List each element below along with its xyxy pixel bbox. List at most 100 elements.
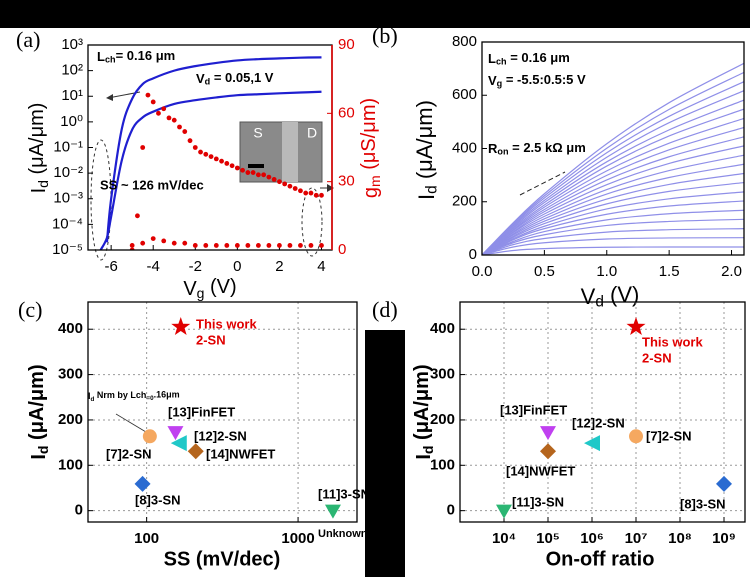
curve bbox=[482, 136, 744, 255]
marker bbox=[134, 475, 151, 492]
inset-label: D bbox=[307, 125, 317, 141]
gm-point bbox=[219, 158, 224, 164]
inset-label: G bbox=[286, 106, 297, 122]
marker bbox=[629, 429, 644, 444]
point-label: [14]NWFET bbox=[506, 463, 575, 478]
plot-area bbox=[482, 62, 744, 255]
y-tick-label: 400 bbox=[58, 320, 83, 337]
gm-point bbox=[192, 145, 198, 150]
panel-label: (a) bbox=[16, 27, 40, 52]
gm-point bbox=[234, 165, 240, 171]
gm-point bbox=[319, 243, 324, 248]
x-tick-label: 1000 bbox=[281, 530, 314, 547]
y-tick-label: 200 bbox=[430, 411, 455, 428]
curve bbox=[482, 71, 744, 255]
y-tick-label: 10⁻⁵ bbox=[52, 241, 83, 258]
y-tick-label: 0 bbox=[447, 502, 455, 519]
curve bbox=[99, 90, 322, 250]
x-tick-label: 1.0 bbox=[596, 263, 617, 280]
y-tick-label: 10³ bbox=[61, 36, 83, 53]
x-tick-label: 10⁵ bbox=[536, 530, 560, 547]
y-tick-label: 10⁻¹ bbox=[53, 138, 83, 155]
gm-point bbox=[245, 243, 251, 248]
annotation: Lch​ = 0.16 μm bbox=[488, 50, 570, 67]
curve bbox=[482, 237, 744, 255]
curve bbox=[482, 163, 744, 255]
gm-point bbox=[261, 172, 267, 178]
curve bbox=[482, 154, 744, 255]
point-label: [7]2-SN bbox=[646, 428, 692, 443]
gm-point bbox=[266, 243, 272, 248]
gm-point bbox=[208, 154, 214, 160]
y-tick-label: 10⁻³ bbox=[53, 190, 83, 207]
marker bbox=[540, 443, 557, 460]
gm-point bbox=[308, 190, 314, 196]
curve bbox=[482, 181, 744, 255]
marker bbox=[716, 475, 733, 492]
marker bbox=[171, 316, 191, 336]
curve bbox=[482, 209, 744, 255]
marker bbox=[170, 435, 187, 452]
point-label: [8]3-SN bbox=[680, 496, 726, 511]
pointer-line bbox=[115, 413, 147, 433]
gm-point bbox=[266, 174, 272, 180]
gm-point bbox=[277, 243, 282, 248]
x-axis-title: SS (mV/dec) bbox=[164, 548, 281, 570]
y-tick-label: 10⁻⁴ bbox=[52, 215, 83, 232]
point-label: [13]FinFET bbox=[168, 404, 235, 419]
point-label: This work bbox=[642, 334, 703, 349]
gm-point bbox=[319, 192, 324, 198]
gm-point bbox=[298, 188, 303, 194]
marker bbox=[626, 316, 646, 336]
x-tick-label: -4 bbox=[147, 258, 160, 275]
scale-bar bbox=[248, 164, 264, 168]
gm-point bbox=[229, 163, 235, 169]
x-tick-label: -6 bbox=[104, 258, 117, 275]
curve bbox=[482, 126, 744, 255]
y-axis-title: Id​ (μA/μm) bbox=[26, 103, 50, 194]
y2-tick-label: 90 bbox=[338, 36, 355, 53]
y-tick-label: 600 bbox=[452, 86, 477, 103]
gm-point bbox=[150, 236, 156, 242]
x-tick-label: 10⁹ bbox=[712, 530, 736, 547]
y-tick-label: 0 bbox=[469, 246, 477, 263]
axes-frame bbox=[481, 41, 745, 256]
x-tick-label: 10⁴ bbox=[492, 530, 516, 547]
gm-point bbox=[250, 170, 256, 175]
x-axis-title: Vd​ (V) bbox=[581, 282, 640, 311]
gm-point bbox=[277, 179, 282, 185]
point-label: [11]3-SN bbox=[512, 494, 564, 509]
gm-point bbox=[156, 110, 161, 116]
y-tick-label: 10¹ bbox=[61, 87, 83, 104]
y-axis-title: Id​ (μA/μm) bbox=[412, 100, 441, 200]
gm-point bbox=[287, 183, 293, 189]
gm-point bbox=[177, 124, 182, 130]
gm-point bbox=[271, 176, 277, 182]
gm-point bbox=[135, 213, 140, 219]
gm-point bbox=[203, 151, 209, 157]
x-tick-label: 0.5 bbox=[534, 263, 555, 280]
y-tick-label: 400 bbox=[430, 320, 455, 337]
x-tick-label: 4 bbox=[317, 258, 325, 275]
arrow-head bbox=[327, 184, 334, 192]
annotation: Vd​ = 0.05,1 V bbox=[196, 70, 274, 87]
marker bbox=[167, 426, 184, 441]
x-tick-label: 2.0 bbox=[721, 263, 742, 280]
point-label: This work bbox=[196, 316, 257, 331]
gm-point bbox=[303, 190, 309, 196]
point-label: [12]2-SN bbox=[572, 415, 625, 430]
curve bbox=[482, 218, 744, 255]
gm-point bbox=[213, 243, 219, 248]
black-band bbox=[0, 0, 750, 28]
inset-gate bbox=[282, 122, 298, 182]
x-axis-title: Vg​ (V) bbox=[183, 276, 236, 300]
y-tick-label: 400 bbox=[452, 139, 477, 156]
y-axis-title: Id​ (μA/μm) bbox=[411, 364, 435, 459]
curve bbox=[482, 172, 744, 255]
gm-point bbox=[171, 117, 177, 123]
gm-point bbox=[213, 156, 219, 162]
marker bbox=[187, 443, 204, 460]
marker bbox=[142, 429, 157, 444]
y-axis-title: Id​ (μA/μm) bbox=[26, 364, 50, 459]
curve bbox=[482, 99, 744, 255]
